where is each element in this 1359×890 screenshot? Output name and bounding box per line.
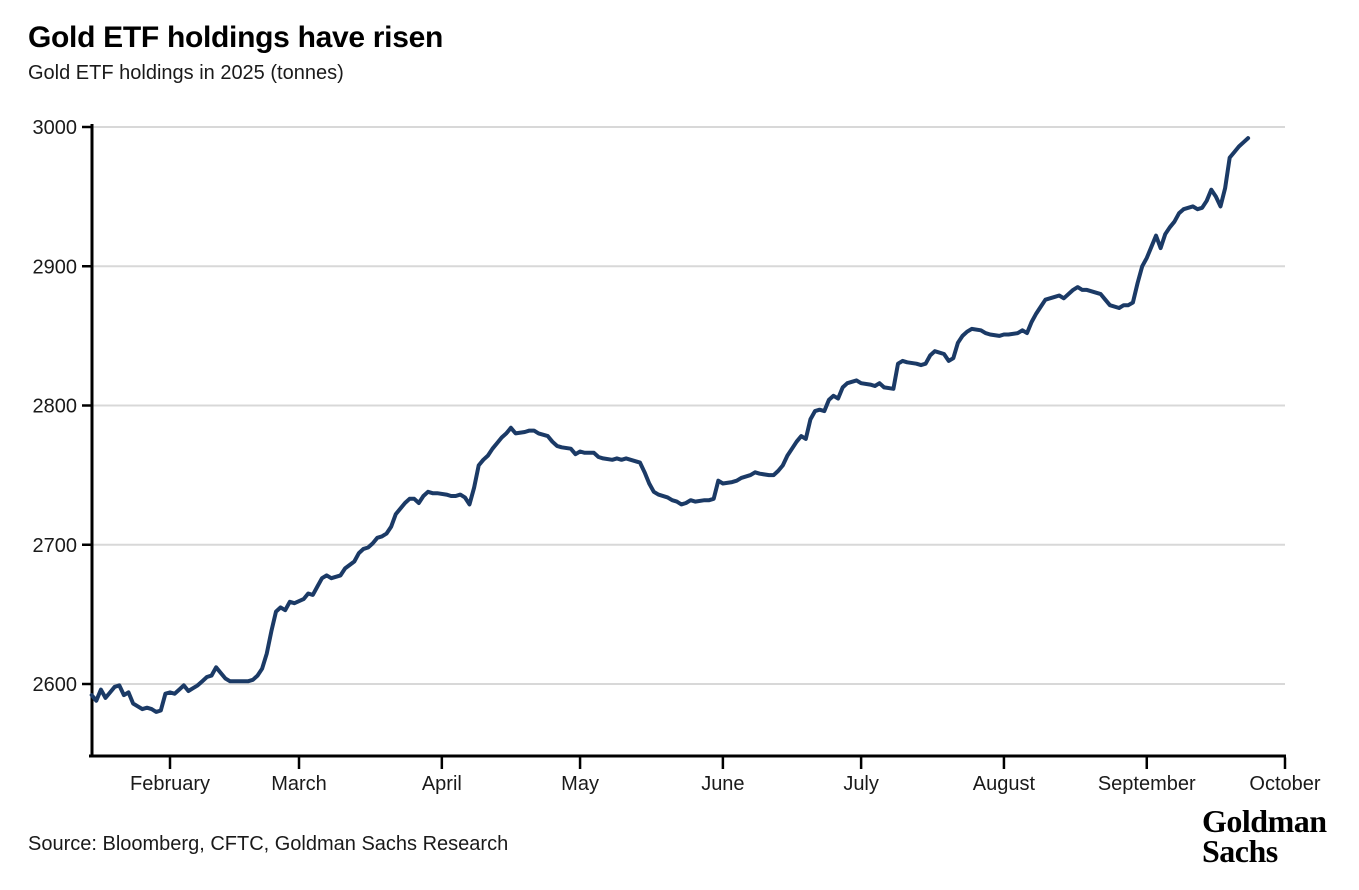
- logo-line-2: Sachs: [1202, 833, 1278, 869]
- x-tick-label: July: [843, 773, 879, 795]
- y-tick-label: 2700: [33, 535, 78, 557]
- source-note: Source: Bloomberg, CFTC, Goldman Sachs R…: [28, 833, 509, 855]
- y-tick-label: 2800: [33, 396, 78, 418]
- x-tick-label: February: [130, 773, 210, 795]
- logo-line-1: Goldman: [1202, 803, 1327, 839]
- x-tick-label: October: [1249, 773, 1320, 795]
- chart-subtitle: Gold ETF holdings in 2025 (tonnes): [28, 62, 344, 84]
- x-tick-label: June: [701, 773, 744, 795]
- x-tick-label: May: [561, 773, 599, 795]
- x-tick-label: March: [271, 773, 327, 795]
- x-tick-label: August: [973, 773, 1036, 795]
- y-tick-label: 3000: [33, 117, 78, 139]
- y-tick-label: 2900: [33, 256, 78, 278]
- goldman-sachs-logo: Goldman Sachs: [1202, 803, 1327, 869]
- x-tick-label: April: [422, 773, 462, 795]
- x-tick-label: September: [1098, 773, 1196, 795]
- y-tick-label: 2600: [33, 674, 78, 696]
- data-line: [89, 136, 1251, 714]
- chart-title: Gold ETF holdings have risen: [28, 21, 443, 54]
